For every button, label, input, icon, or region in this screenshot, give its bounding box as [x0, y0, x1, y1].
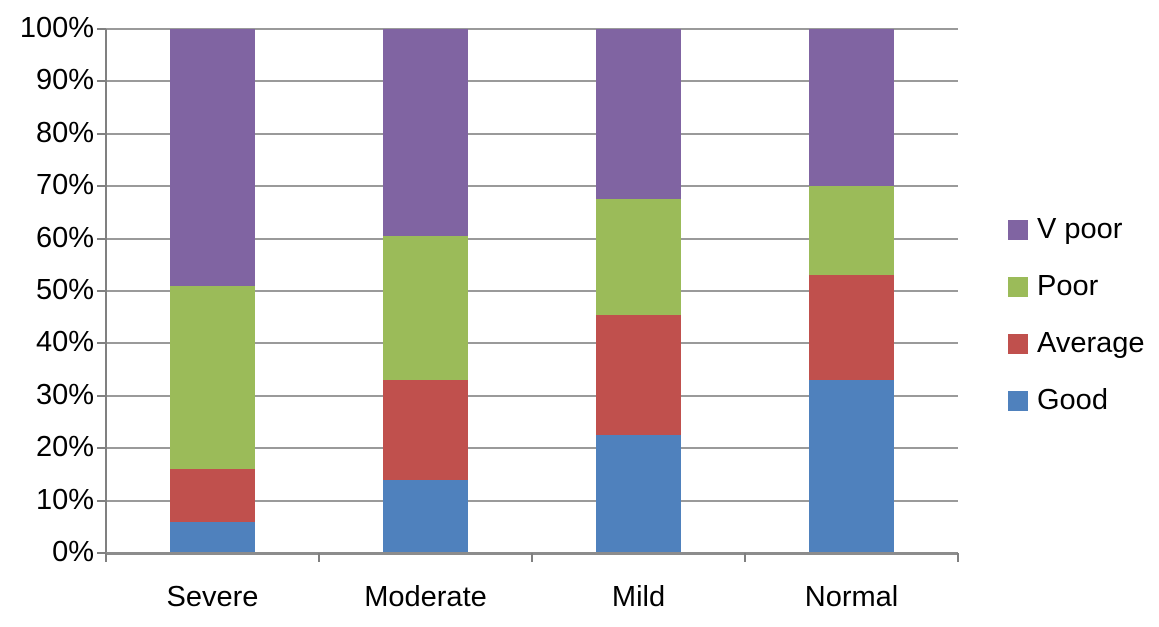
gridline-70 — [106, 185, 958, 188]
y-tick-mark-30 — [97, 394, 106, 397]
y-tick-label-20: 20% — [35, 431, 94, 464]
y-tick-mark-20 — [97, 447, 106, 450]
bar-segment-severe-poor — [170, 285, 255, 470]
bar-segment-moderate-v-poor — [383, 29, 468, 236]
x-category-label-mild: Mild — [611, 581, 666, 613]
bar-segment-normal-good — [809, 380, 894, 553]
y-tick-mark-80 — [97, 132, 106, 135]
y-tick-mark-50 — [97, 290, 106, 292]
x-tick-mark-3 — [744, 553, 746, 562]
x-category-label-severe: Severe — [166, 581, 259, 613]
bar-slot-normal — [745, 29, 958, 553]
bar-moderate — [383, 29, 468, 553]
legend-label-good: Good — [1037, 384, 1108, 416]
gridline-10 — [106, 499, 958, 502]
plot-area — [106, 28, 958, 554]
legend-item-good: Good — [1008, 372, 1145, 429]
bar-segment-normal-v-poor — [809, 29, 894, 187]
gridline-80 — [106, 132, 958, 135]
y-tick-label-50: 50% — [35, 274, 94, 306]
y-axis-line — [105, 29, 107, 561]
y-tick-mark-100 — [97, 28, 106, 30]
y-tick-label-90: 90% — [35, 64, 94, 97]
bar-segment-moderate-poor — [383, 235, 468, 381]
x-category-label-moderate: Moderate — [364, 581, 487, 613]
bar-segment-severe-v-poor — [170, 29, 255, 286]
y-tick-mark-40 — [97, 342, 106, 345]
gridline-20 — [106, 447, 958, 450]
legend-swatch-good — [1008, 390, 1028, 411]
y-tick-mark-60 — [97, 237, 106, 240]
bar-slot-severe — [106, 29, 319, 553]
y-tick-label-60: 60% — [35, 221, 94, 254]
y-tick-label-10: 10% — [35, 483, 94, 516]
bar-segment-severe-average — [170, 469, 255, 522]
bar-segment-severe-good — [170, 521, 255, 553]
gridline-90 — [106, 80, 958, 83]
y-tick-label-100: 100% — [19, 12, 94, 44]
legend-item-poor: Poor — [1008, 258, 1145, 315]
legend-swatch-v-poor — [1008, 219, 1028, 240]
legend-label-poor: Poor — [1037, 270, 1099, 302]
bar-segment-normal-average — [809, 275, 894, 381]
legend-label-v-poor: V poor — [1037, 213, 1123, 245]
bar-segment-mild-v-poor — [596, 29, 681, 200]
bar-slot-moderate — [319, 29, 532, 553]
legend-swatch-average — [1008, 333, 1028, 354]
y-tick-label-40: 40% — [35, 326, 94, 359]
y-tick-mark-70 — [97, 185, 106, 188]
bar-segment-mild-average — [596, 314, 681, 436]
legend-item-v-poor: V poor — [1008, 201, 1145, 258]
bar-severe — [170, 29, 255, 553]
bar-mild — [596, 29, 681, 553]
y-tick-label-80: 80% — [35, 116, 94, 149]
y-tick-mark-90 — [97, 80, 106, 83]
y-tick-label-70: 70% — [35, 169, 94, 202]
bar-segment-mild-poor — [596, 199, 681, 315]
legend-item-average: Average — [1008, 315, 1145, 372]
legend-swatch-poor — [1008, 276, 1028, 297]
x-tick-mark-1 — [318, 553, 320, 562]
bar-segment-moderate-average — [383, 380, 468, 480]
y-tick-label-0: 0% — [52, 536, 94, 568]
y-tick-mark-10 — [97, 499, 106, 502]
y-tick-mark-0 — [97, 552, 106, 554]
gridline-50 — [106, 290, 958, 292]
x-tick-mark-4 — [957, 553, 959, 562]
x-tick-mark-2 — [531, 553, 533, 562]
bars-group — [106, 29, 958, 553]
legend: V poor Poor Average Good — [1008, 201, 1145, 429]
x-category-label-normal: Normal — [804, 581, 899, 613]
bar-segment-mild-good — [596, 435, 681, 553]
gridline-60 — [106, 237, 958, 240]
bar-segment-normal-poor — [809, 186, 894, 276]
gridline-40 — [106, 342, 958, 345]
bar-slot-mild — [532, 29, 745, 553]
x-tick-mark-0 — [105, 553, 107, 562]
gridline-100 — [106, 28, 958, 30]
gridline-30 — [106, 394, 958, 397]
legend-label-average: Average — [1037, 327, 1145, 359]
bar-segment-moderate-good — [383, 479, 468, 553]
bar-normal — [809, 29, 894, 553]
y-tick-label-30: 30% — [35, 378, 94, 411]
